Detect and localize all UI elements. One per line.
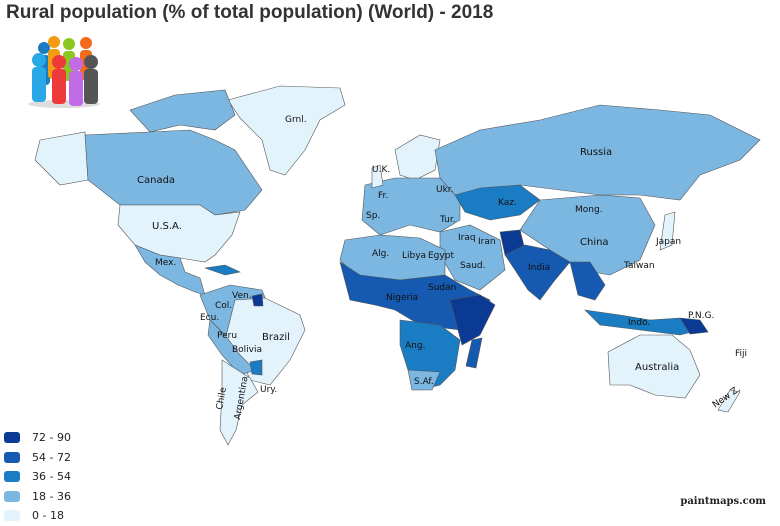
- legend-swatch: [4, 432, 20, 444]
- label-russia: Russia: [580, 147, 612, 158]
- label-kazakhstan: Kaz.: [498, 198, 517, 208]
- legend-swatch: [4, 451, 20, 463]
- region-alaska[interactable]: [34, 131, 89, 186]
- label-png: P.N.G.: [688, 311, 714, 321]
- legend-swatch: [4, 510, 20, 522]
- region-scandinavia[interactable]: [394, 134, 441, 181]
- label-ecuador: Ecu.: [200, 313, 219, 323]
- legend-swatch: [4, 490, 20, 502]
- region-europe[interactable]: [361, 177, 461, 236]
- label-japan: Japan: [655, 237, 681, 247]
- label-colombia: Col.: [215, 301, 232, 311]
- region-new-zealand[interactable]: [717, 389, 741, 413]
- legend-item: 72 - 90: [4, 428, 71, 448]
- label-brazil: Brazil: [262, 332, 290, 343]
- label-taiwan: Taiwan: [623, 261, 655, 271]
- region-kazakhstan[interactable]: [454, 184, 541, 221]
- region-usa[interactable]: [117, 204, 241, 263]
- region-paraguay[interactable]: [249, 359, 263, 376]
- region-east-africa[interactable]: [449, 294, 496, 346]
- legend-label: 72 - 90: [32, 431, 71, 445]
- label-india: India: [528, 263, 550, 273]
- label-australia: Australia: [635, 362, 679, 373]
- label-chile: Chile: [215, 386, 229, 410]
- label-china: China: [580, 237, 609, 248]
- region-japan[interactable]: [659, 211, 676, 251]
- label-uk: U.K.: [372, 165, 390, 175]
- map-title: Rural population (% of total population)…: [6, 2, 494, 23]
- label-south-africa: S.Af.: [414, 377, 434, 387]
- label-indonesia: Indo.: [628, 318, 650, 328]
- label-peru: Peru: [217, 331, 237, 341]
- region-arctic-canada[interactable]: [129, 89, 236, 133]
- label-iraq: Iraq: [458, 233, 476, 243]
- region-canada[interactable]: [84, 129, 263, 216]
- label-mongolia: Mong.: [575, 205, 603, 215]
- label-mexico: Mex.: [155, 258, 176, 268]
- label-france: Fr.: [378, 191, 388, 201]
- legend-item: 36 - 54: [4, 467, 71, 487]
- legend-label: 54 - 72: [32, 450, 71, 464]
- label-greenland: Grnl.: [285, 115, 307, 125]
- region-caribbean[interactable]: [204, 264, 241, 276]
- legend-label: 18 - 36: [32, 489, 71, 503]
- region-argentina-chile[interactable]: [219, 359, 259, 446]
- region-south-africa[interactable]: [407, 369, 441, 391]
- region-southeast-asia[interactable]: [569, 261, 606, 301]
- region-australia[interactable]: [607, 334, 701, 399]
- label-fiji: Fiji: [735, 349, 747, 359]
- region-mongolia-china[interactable]: [519, 194, 656, 276]
- label-iran: Iran: [478, 237, 496, 247]
- label-usa: U.S.A.: [152, 221, 182, 232]
- label-bolivia: Bolivia: [232, 345, 262, 355]
- label-spain: Sp.: [366, 211, 380, 221]
- label-libya: Libya: [402, 251, 426, 261]
- region-madagascar[interactable]: [465, 337, 483, 369]
- region-guyana[interactable]: [251, 293, 264, 307]
- label-venezuela: Ven.: [232, 291, 252, 301]
- region-peru-bolivia[interactable]: [207, 319, 256, 376]
- label-turkey: Tur.: [439, 215, 456, 225]
- legend-item: 0 - 18: [4, 506, 71, 526]
- credit-text: paintmaps.com: [680, 496, 766, 507]
- legend-label: 0 - 18: [32, 509, 64, 523]
- legend-item: 18 - 36: [4, 487, 71, 507]
- legend-item: 54 - 72: [4, 448, 71, 468]
- people-logo-icon: [28, 36, 100, 108]
- legend: 72 - 90 54 - 72 36 - 54 18 - 36 0 - 18: [4, 428, 71, 526]
- label-uruguay: Ury.: [260, 385, 277, 395]
- label-egypt: Egypt: [428, 251, 454, 261]
- label-saudi-arabia: Saud.: [460, 261, 486, 271]
- label-algeria: Alg.: [372, 249, 389, 259]
- label-nigeria: Nigeria: [386, 293, 418, 303]
- region-south-asia[interactable]: [504, 244, 571, 301]
- region-png[interactable]: [679, 317, 709, 335]
- region-uk[interactable]: [371, 164, 384, 189]
- legend-swatch: [4, 471, 20, 483]
- label-sudan: Sudan: [428, 283, 456, 293]
- label-angola: Ang.: [405, 341, 425, 351]
- label-ukraine: Ukr.: [436, 185, 454, 195]
- legend-label: 36 - 54: [32, 470, 71, 484]
- region-greenland[interactable]: [227, 85, 346, 176]
- label-canada: Canada: [137, 175, 175, 186]
